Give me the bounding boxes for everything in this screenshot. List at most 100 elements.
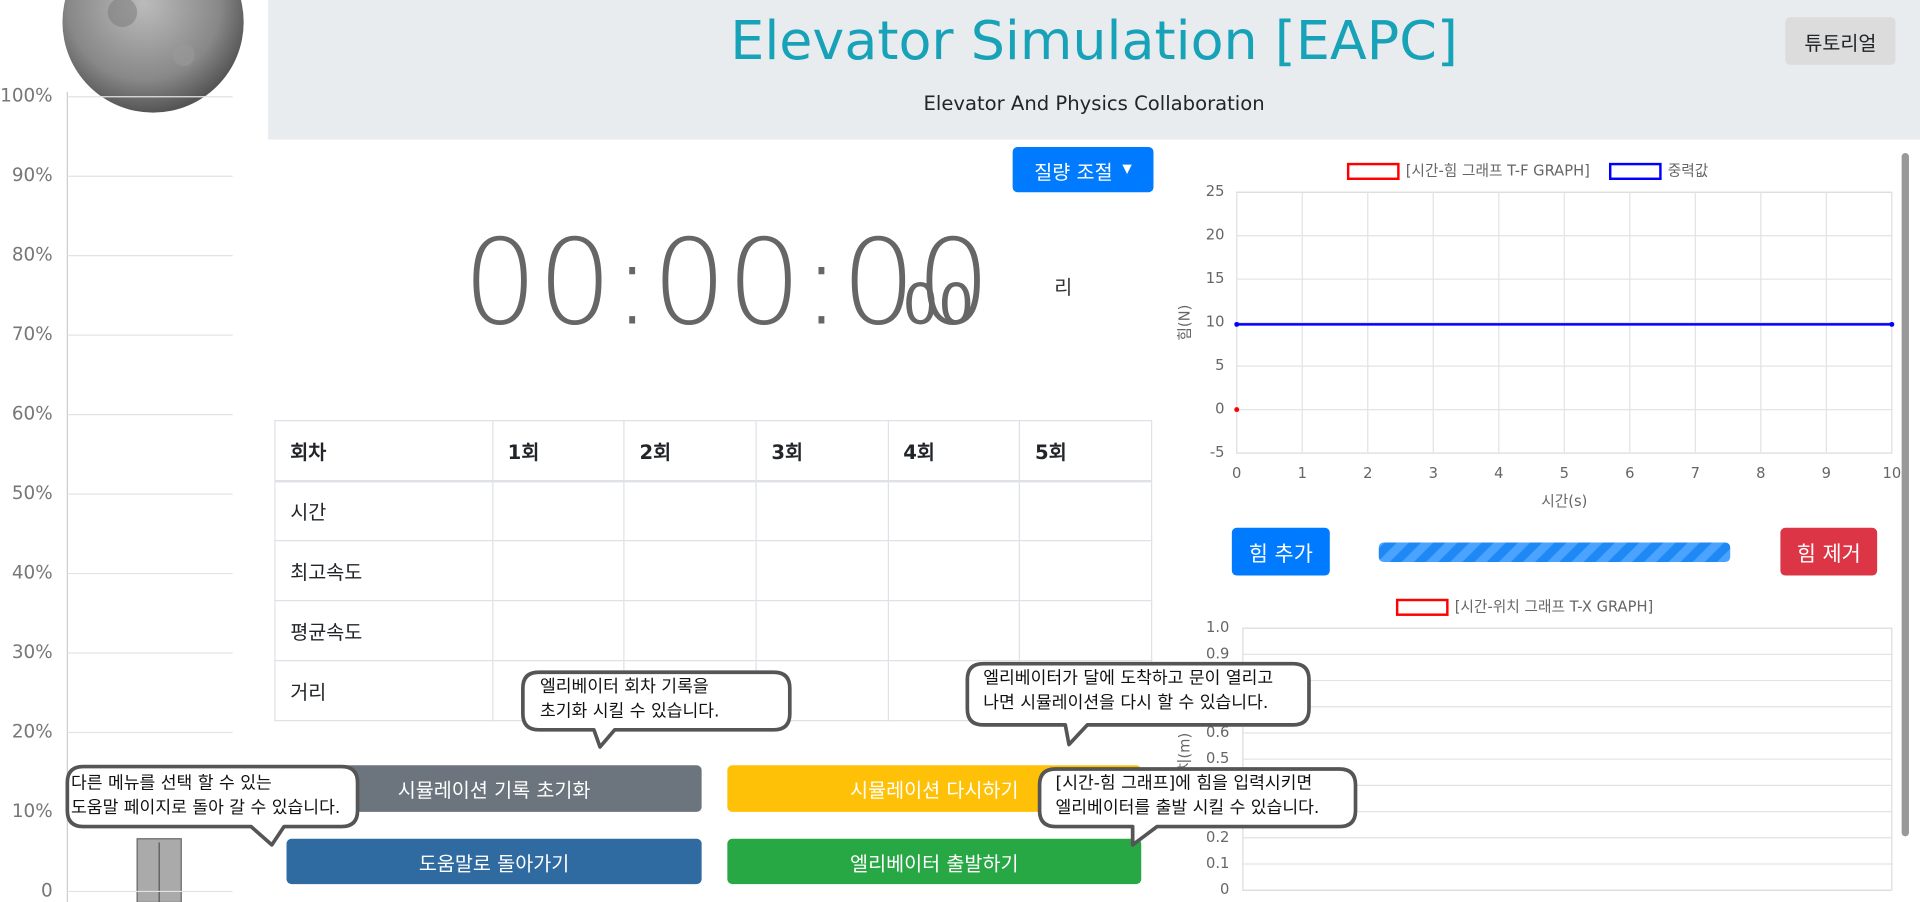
x-tick-label: 10 bbox=[1882, 465, 1901, 482]
row-label: 거리 bbox=[274, 660, 493, 722]
y-tick-label: 30% bbox=[12, 642, 53, 663]
add-force-button[interactable]: 힘 추가 bbox=[1231, 527, 1330, 576]
caret: ▼ bbox=[1122, 162, 1132, 177]
x-axis-label: 시간(s) bbox=[1541, 493, 1587, 510]
subtitle: Elevator And Physics Collaboration bbox=[923, 91, 1265, 116]
data-point bbox=[1234, 321, 1240, 327]
legend-swatch bbox=[1395, 598, 1449, 616]
table-cell bbox=[1019, 480, 1153, 542]
moon-image bbox=[62, 0, 244, 113]
table-cell bbox=[755, 600, 889, 662]
y-tick-label: -5 bbox=[1210, 444, 1225, 461]
x-tick-label: 4 bbox=[1494, 465, 1503, 482]
callout-bubble bbox=[1037, 767, 1358, 847]
plot-border bbox=[1242, 627, 1893, 891]
stopwatch-main: 00:00:00 bbox=[462, 214, 991, 352]
callout-line: 다른 메뉴를 선택 할 수 있는 bbox=[71, 773, 272, 794]
x-tick-label: 2 bbox=[1363, 465, 1372, 482]
x-tick-label: 6 bbox=[1625, 465, 1634, 482]
chart: 0 10% 20% 30% 40% 50% 60% 70% 80% 90% 100% bbox=[0, 86, 233, 901]
table-cell bbox=[755, 480, 889, 542]
start-button[interactable]: 엘리베이터 출발하기 bbox=[727, 838, 1142, 885]
title: Elevator Simulation [EAPC] bbox=[730, 9, 1458, 73]
callout-line: 초기화 시킬 수 있습니다. bbox=[540, 701, 720, 722]
table-row: 시간 bbox=[274, 480, 1153, 542]
moon-crater bbox=[172, 44, 195, 67]
table-cell bbox=[1019, 600, 1153, 662]
callout-line: 나면 시뮬레이션을 다시 할 수 있습니다. bbox=[983, 693, 1269, 713]
table-header-cell: 2회 bbox=[623, 420, 757, 482]
callout-bubble bbox=[65, 764, 360, 847]
table-header-cell: 3회 bbox=[755, 420, 889, 482]
callout-line: 엘리베이터가 달에 도착하고 문이 열리고 bbox=[983, 668, 1274, 689]
table-header-cell: 1회 bbox=[491, 420, 625, 482]
mass-dropdown[interactable]: 질량 조절 ▼ bbox=[1012, 146, 1154, 193]
table-cell bbox=[887, 480, 1021, 542]
y-tick-label: 0 bbox=[41, 880, 53, 901]
y-tick-label: 0.1 bbox=[1206, 855, 1229, 872]
y-tick-label: 10% bbox=[12, 801, 53, 822]
table-cell bbox=[623, 600, 757, 662]
y-tick-label: 0.9 bbox=[1206, 645, 1229, 662]
table-header-row: 회차 1회 2회 3회 4회 5회 bbox=[274, 420, 1153, 482]
x-tick-label: 0 bbox=[1232, 465, 1241, 482]
y-tick-label: 0 bbox=[1220, 881, 1229, 898]
x-tick-label: 1 bbox=[1298, 465, 1307, 482]
y-tick-label: 0.2 bbox=[1206, 829, 1229, 846]
table-header-cell: 5회 bbox=[1019, 420, 1153, 482]
y-tick-label: 40% bbox=[12, 563, 53, 584]
y-tick-label: 60% bbox=[12, 404, 53, 425]
callout-line: 엘리베이터를 출발 시킬 수 있습니다. bbox=[1055, 798, 1320, 818]
stopwatch-fraction: 00 bbox=[902, 270, 975, 337]
x-tick-label: 3 bbox=[1429, 465, 1438, 482]
x-tick-label: 7 bbox=[1691, 465, 1700, 482]
tutorial-button[interactable]: 튜토리얼 bbox=[1785, 17, 1896, 65]
x-tick-label: 5 bbox=[1560, 465, 1569, 482]
table-cell bbox=[491, 480, 625, 542]
table-cell bbox=[1019, 540, 1153, 602]
data-point bbox=[1889, 321, 1895, 327]
y-tick-label: 20 bbox=[1206, 227, 1225, 244]
y-axis-label: 힘(N) bbox=[1176, 305, 1193, 341]
legend-swatch bbox=[1346, 162, 1400, 181]
callout-line: 엘리베이터 회차 기록을 bbox=[540, 677, 709, 697]
callout-line: [시간-힘 그래프]에 힘을 입력시키면 bbox=[1055, 773, 1313, 794]
header bbox=[268, 0, 1920, 140]
y-tick-label: 5 bbox=[1215, 357, 1224, 374]
table-cell bbox=[623, 480, 757, 542]
y-tick-label: 25 bbox=[1206, 183, 1225, 200]
y-tick-label: 15 bbox=[1206, 270, 1225, 287]
callout-bubble bbox=[521, 670, 792, 749]
y-tick-label: 70% bbox=[12, 324, 53, 345]
data-point bbox=[1234, 407, 1240, 413]
moon-crater bbox=[107, 0, 138, 27]
y-tick-label: 80% bbox=[12, 245, 53, 266]
y-tick-label: 0 bbox=[1215, 401, 1224, 418]
y-tick-label: 0.5 bbox=[1206, 750, 1229, 767]
legend-label: [시간-힘 그래프 T-F GRAPH] bbox=[1406, 162, 1590, 179]
x-tick-label: 9 bbox=[1822, 465, 1831, 482]
mass-label: 질량 조절 bbox=[1034, 159, 1113, 184]
y-tick-label: 90% bbox=[12, 165, 53, 186]
table-header-cell: 회차 bbox=[274, 420, 493, 482]
help-button[interactable]: 도움말로 돌아가기 bbox=[286, 838, 702, 885]
legend-swatch bbox=[1608, 162, 1662, 181]
y-tick-label: 20% bbox=[12, 721, 53, 742]
x-tick-label: 8 bbox=[1756, 465, 1765, 482]
stopwatch-note: 리 bbox=[1054, 275, 1073, 299]
legend-label: [시간-위치 그래프 T-X GRAPH] bbox=[1455, 598, 1654, 615]
scrollbar bbox=[1901, 153, 1909, 837]
table-cell bbox=[887, 540, 1021, 602]
remove-force-button[interactable]: 힘 제거 bbox=[1780, 527, 1878, 576]
y-tick-label: 0.6 bbox=[1206, 724, 1229, 741]
progress-bar bbox=[1378, 542, 1731, 563]
y-tick-label: 10 bbox=[1206, 314, 1225, 331]
callout-line: 도움말 페이지로 돌아 갈 수 있습니다. bbox=[71, 798, 341, 818]
row-label: 시간 bbox=[274, 480, 493, 542]
